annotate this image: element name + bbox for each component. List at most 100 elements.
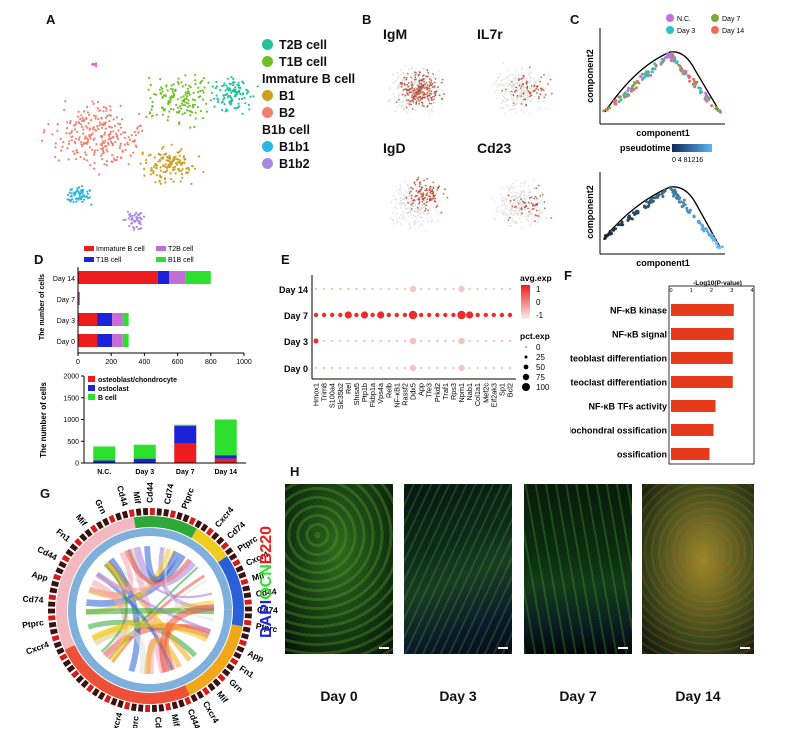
tsne-point: [188, 104, 191, 107]
feature-point-expressed: [427, 98, 429, 100]
feature-point: [529, 212, 532, 214]
feature-point: [504, 208, 507, 210]
feature-point-expressed: [418, 82, 421, 85]
gene-label: Cd44: [255, 586, 277, 599]
feature-point-expressed: [418, 91, 421, 94]
bar-segment: [157, 271, 170, 284]
ligand-receptor-tick: [102, 517, 110, 527]
feature-point-expressed: [421, 101, 424, 104]
tsne-point: [187, 166, 190, 169]
feature-point: [405, 104, 407, 107]
tsne-point: [90, 119, 93, 122]
feature-point: [418, 204, 420, 206]
feature-point: [538, 106, 541, 109]
ligand-receptor-tick: [91, 688, 100, 697]
trajectory-point: [699, 90, 702, 93]
feature-point: [502, 95, 504, 97]
feature-point: [506, 85, 509, 87]
tsne-point: [223, 103, 226, 106]
trajectory-path-top: [604, 51, 721, 113]
tsne-point: [104, 116, 107, 119]
gene-label: Cd74: [225, 519, 247, 540]
feature-point-expressed: [432, 98, 435, 101]
ligand-receptor-tick: [58, 560, 67, 569]
tsne-point: [199, 82, 202, 85]
feature-point: [520, 204, 523, 207]
feature-point: [515, 179, 518, 182]
feature-point: [432, 106, 434, 109]
feature-point: [516, 211, 519, 213]
expression-dot: [339, 340, 342, 342]
trajectory-point: [669, 53, 673, 57]
trajectory-point: [613, 102, 617, 106]
feature-point: [529, 206, 531, 208]
feature-point: [402, 71, 405, 74]
feature-point: [531, 219, 534, 221]
expression-dot: [509, 367, 511, 369]
feature-point-expressed: [434, 197, 436, 200]
tsne-point: [82, 189, 85, 192]
tsne-point: [75, 200, 78, 203]
feature-point-expressed: [411, 94, 414, 96]
feature-title-il7r: IL7r: [477, 26, 503, 42]
tsne-point: [110, 142, 113, 145]
feature-point: [393, 80, 396, 83]
gene-label: Cxcr4: [201, 699, 221, 725]
feature-point: [401, 218, 404, 220]
feature-point: [508, 224, 510, 227]
tsne-point: [81, 116, 84, 119]
trajectory-point: [680, 205, 684, 209]
trajectory-legend-swatch: [666, 26, 674, 34]
feature-point-expressed: [412, 96, 415, 99]
tsne-point: [182, 156, 185, 159]
category-label: Day 0: [57, 339, 75, 346]
feature-point: [420, 216, 423, 218]
gene-label: Rel: [344, 383, 353, 394]
tsne-point: [241, 93, 244, 96]
feature-point-expressed: [414, 91, 417, 94]
feature-point-expressed: [520, 78, 522, 80]
trajectory-point: [673, 192, 677, 196]
tsne-point: [153, 165, 156, 168]
feature-point: [511, 187, 513, 189]
feature-point: [502, 100, 504, 103]
tsne-point: [135, 218, 138, 221]
feature-point: [522, 205, 524, 208]
feature-point: [404, 180, 406, 183]
trajectory-point: [672, 57, 676, 61]
feature-point: [527, 95, 529, 97]
feature-point: [491, 197, 494, 200]
tsne-point: [199, 89, 202, 93]
feature-point: [403, 78, 405, 80]
tsne-point: [101, 142, 104, 145]
feature-point-expressed: [404, 94, 407, 97]
gene-label: Hmox1: [312, 383, 321, 406]
chord-link: [97, 571, 212, 632]
pathway-label: osteoclast differentiation: [570, 378, 667, 388]
tsne-point: [159, 78, 162, 81]
tsne-point: [98, 109, 101, 112]
tsne-point: [161, 96, 164, 99]
feature-point: [408, 190, 411, 193]
gene-label: Nab1: [465, 383, 474, 400]
trajectory-plots: component2 component1 component2 compone…: [585, 14, 744, 268]
feature-point: [426, 214, 428, 216]
tsne-point: [161, 147, 164, 150]
feature-point-expressed: [419, 98, 422, 101]
feature-point-expressed: [426, 91, 429, 94]
feature-plot-cd23: [491, 179, 552, 229]
feature-point: [418, 193, 421, 196]
feature-point: [501, 196, 504, 199]
feature-point: [506, 87, 509, 90]
feature-point-expressed: [444, 188, 446, 191]
tsne-point: [147, 88, 150, 91]
tsne-point: [149, 169, 152, 172]
tsne-point: [199, 95, 202, 98]
tsne-point: [73, 191, 76, 194]
expression-dot: [476, 288, 479, 290]
tsne-point: [132, 219, 135, 222]
feature-point: [410, 213, 413, 216]
tsne-point: [85, 141, 88, 144]
tsne-point: [94, 62, 98, 65]
tsne-point: [70, 130, 73, 133]
